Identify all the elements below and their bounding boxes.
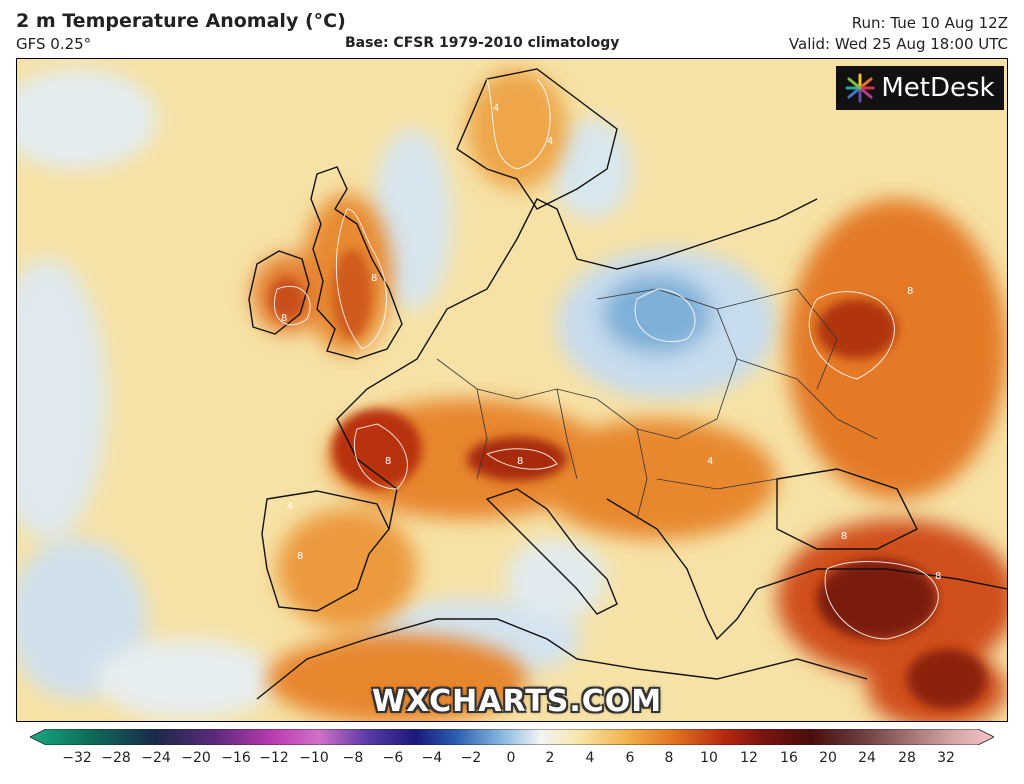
coastlines [248,68,1007,700]
legend-tick: 28 [898,750,916,766]
anomaly-contours [273,78,939,640]
metdesk-starburst-icon [845,73,875,103]
contour-label-group: 4 4 8 8 8 4 8 8 4 8 8 8 [281,103,941,582]
legend-tick: −6 [382,750,404,766]
contour-label: 8 [281,313,287,324]
model-label: GFS 0.25° [16,35,92,53]
legend-tick: −16 [221,750,251,766]
contour-label: 8 [517,456,523,467]
legend-tick: −32 [62,750,92,766]
run-time-label: Run: Tue 10 Aug 12Z [851,14,1008,32]
legend-tick: −2 [460,750,482,766]
legend-tick: 2 [545,750,555,766]
chart-title: 2 m Temperature Anomaly (°C) [16,10,346,32]
contour-label: 8 [841,531,847,542]
legend-tick: 24 [858,750,876,766]
legend-tick: −20 [181,750,211,766]
contour-label: 4 [707,456,713,467]
temperature-anomaly-map: 4 4 8 8 8 4 8 8 4 8 8 8 [16,58,1008,722]
valid-time-label: Valid: Wed 25 Aug 18:00 UTC [788,35,1008,53]
legend-tick: 16 [780,750,798,766]
legend-tick: 10 [700,750,718,766]
legend-tick: 12 [740,750,758,766]
legend-tick-labels: −32 −28 −24 −20 −16 −12 −10 −8 −6 −4 −2 … [0,746,1024,776]
contour-label: 8 [935,571,941,582]
legend-tick: 20 [819,750,837,766]
legend-tick: −24 [141,750,171,766]
contour-label: 4 [547,136,553,147]
legend-tick: 6 [625,750,635,766]
contour-label: 8 [385,456,391,467]
legend-tick: −8 [342,750,364,766]
contour-label: 8 [371,273,377,284]
metdesk-logo-text: MetDesk [881,73,995,103]
legend-tick: −10 [299,750,329,766]
metdesk-logo: MetDesk [836,66,1004,110]
contour-label: 8 [907,286,913,297]
legend-tick: 0 [506,750,516,766]
climatology-base-label: Base: CFSR 1979-2010 climatology [345,35,620,51]
legend-tick: −4 [421,750,443,766]
contour-label: 4 [493,103,499,114]
legend-tick: 4 [585,750,595,766]
wxcharts-watermark: WXCHARTS.COM [372,684,663,719]
country-borders [436,288,878,520]
legend-tick: −12 [259,750,289,766]
chart-header: 2 m Temperature Anomaly (°C) GFS 0.25° B… [0,0,1024,58]
legend-tick: 8 [664,750,674,766]
map-canvas: 4 4 8 8 8 4 8 8 4 8 8 8 [17,59,1007,721]
anomaly-field-hot [269,249,987,709]
legend-tick: 32 [937,750,955,766]
contour-label: 8 [297,551,303,562]
contour-label: 4 [287,501,293,512]
legend-colorbar [30,729,994,745]
legend-tick: −28 [101,750,131,766]
